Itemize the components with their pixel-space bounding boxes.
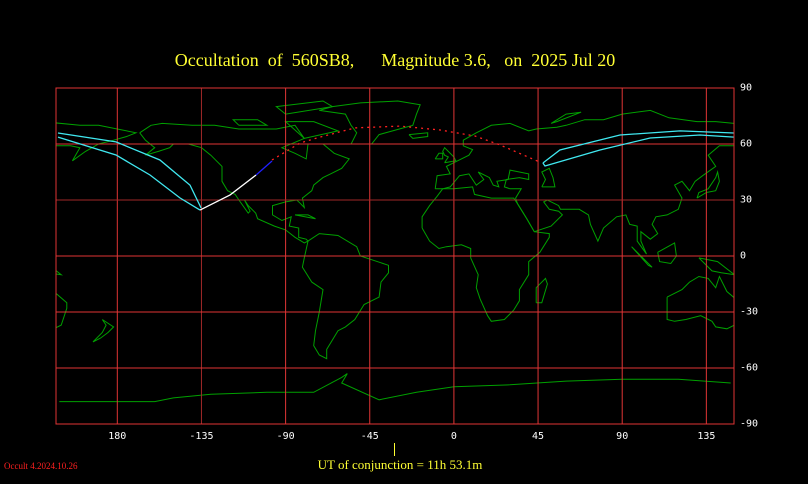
latitude-label: -90 xyxy=(740,418,759,430)
path-centre-visible xyxy=(199,174,257,211)
latitude-label: 60 xyxy=(740,138,753,150)
coastline-cuba xyxy=(294,214,316,220)
coastline-baffin xyxy=(284,121,340,139)
longitude-label: 0 xyxy=(450,431,457,442)
conjunction-longitude-tick xyxy=(394,443,395,456)
coastline-borneo xyxy=(0,243,3,264)
path-centre-invisible xyxy=(271,125,541,163)
coastline-japan xyxy=(696,170,720,199)
longitude-label: 90 xyxy=(616,431,629,442)
coastline-australia xyxy=(56,292,68,329)
coastline-ellesmere xyxy=(275,100,334,115)
graticule xyxy=(56,88,734,424)
coastline-africa xyxy=(421,186,550,322)
coastline-samerica xyxy=(301,233,389,360)
path-east-upper xyxy=(542,130,734,164)
coastline-namerica xyxy=(139,122,351,244)
conjunction-time: UT of conjunction = 11h 53.1m xyxy=(317,457,483,472)
coastline-greenland xyxy=(319,100,421,145)
coastline-ireland xyxy=(434,152,444,160)
longitude-label: -135 xyxy=(189,431,214,442)
occultation-path xyxy=(57,125,734,211)
path-west-upper xyxy=(57,132,202,209)
coastline-nz xyxy=(766,320,787,342)
latitude-label: 90 xyxy=(740,82,753,94)
latitude-label: -60 xyxy=(740,362,759,374)
coastline-victoria xyxy=(231,119,269,126)
longitude-label: -45 xyxy=(360,431,379,442)
coastline-japan xyxy=(24,172,46,198)
latitude-label: 0 xyxy=(740,250,747,262)
coastline-australia xyxy=(666,275,734,330)
map-title: Occultation of 560SB8, Magnitude 3.6, on… xyxy=(174,50,616,70)
map-frame xyxy=(55,87,735,425)
coastline-sumatra xyxy=(631,246,653,268)
path-west-lower xyxy=(57,136,201,211)
path-east-lower xyxy=(542,134,734,167)
coastlines xyxy=(0,100,787,403)
longitude-label: 180 xyxy=(108,431,127,442)
coastline-antarctica xyxy=(59,373,731,403)
coastline-caspian xyxy=(541,167,556,188)
longitude-label: 135 xyxy=(697,431,716,442)
coastline-iceland xyxy=(408,132,429,139)
coastline-newguinea xyxy=(698,257,734,276)
coastline-uk xyxy=(442,146,457,164)
coastline-eurasia xyxy=(56,122,138,162)
path-centre-twilight xyxy=(255,160,273,176)
coastline-borneo xyxy=(657,242,677,265)
latitude-label: 30 xyxy=(740,194,753,206)
version-label: Occult 4.2024.10.26 xyxy=(4,461,78,471)
coastline-nz xyxy=(92,319,115,343)
latitude-label: -30 xyxy=(740,306,759,318)
coastline-novaya xyxy=(550,111,582,124)
coastline-eurasia xyxy=(434,109,734,255)
coastline-madagascar xyxy=(535,277,548,304)
longitude-label: 45 xyxy=(532,431,545,442)
longitude-label: -90 xyxy=(276,431,295,442)
